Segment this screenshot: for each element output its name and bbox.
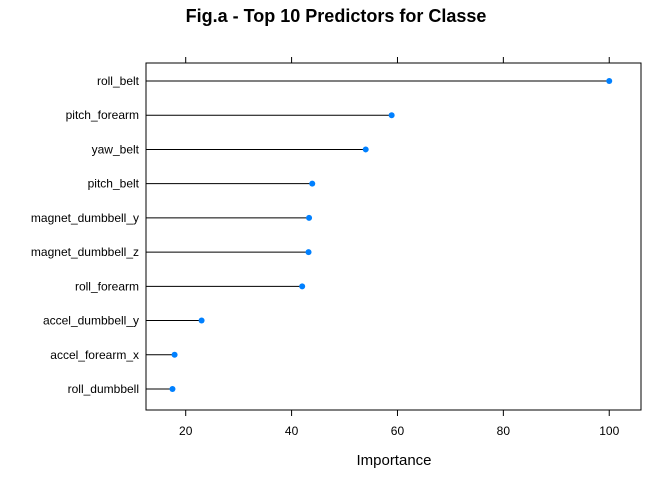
data-point	[606, 78, 613, 84]
data-point	[171, 351, 178, 358]
data-point	[305, 249, 312, 256]
y-tick-label: accel_forearm_x	[50, 348, 139, 362]
y-tick-label: yaw_belt	[92, 142, 140, 156]
chart-title: Fig.a - Top 10 Predictors for Classe	[186, 6, 487, 26]
data-point	[198, 317, 205, 324]
data-point	[299, 283, 306, 290]
x-tick-label: 80	[497, 424, 511, 438]
data-point	[388, 112, 395, 119]
data-point	[309, 180, 316, 187]
points-layer	[169, 78, 613, 392]
x-tick-label: 40	[285, 424, 299, 438]
data-point	[169, 385, 176, 392]
x-tick-label: 20	[179, 424, 193, 438]
x-axis-ticks: 20 40 60 80 100	[179, 57, 620, 438]
plot-frame	[145, 62, 642, 411]
y-tick-label: magnet_dumbbell_y	[31, 211, 139, 225]
y-tick-label: magnet_dumbbell_z	[31, 245, 139, 259]
stems-layer	[146, 80, 610, 390]
y-tick-label: roll_dumbbell	[68, 382, 139, 396]
y-tick-label: pitch_forearm	[66, 108, 139, 122]
x-tick-label: 100	[599, 424, 619, 438]
y-tick-label: pitch_belt	[88, 177, 140, 191]
data-point	[362, 146, 369, 153]
y-tick-label: accel_dumbbell_y	[43, 314, 139, 328]
x-axis-label: Importance	[356, 452, 431, 469]
y-tick-label: roll_belt	[97, 74, 140, 88]
y-tick-label: roll_forearm	[75, 279, 139, 293]
data-point	[306, 214, 313, 221]
y-axis-labels: roll_belt pitch_forearm yaw_belt pitch_belt…	[31, 74, 140, 396]
x-tick-label: 60	[391, 424, 405, 438]
